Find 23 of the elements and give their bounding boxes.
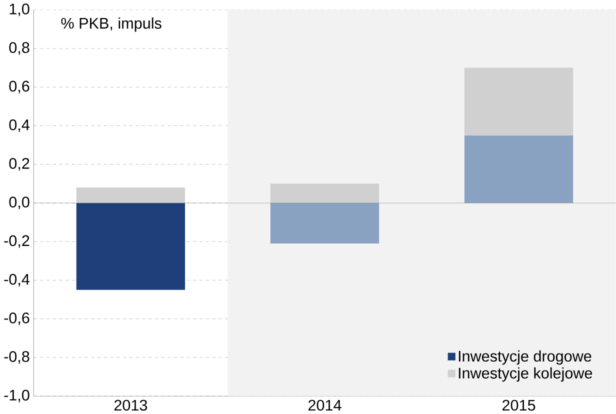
legend-label: Inwestycje drogowe [458,350,592,365]
bar [76,202,186,290]
bar [270,184,380,203]
y-tick-label: -1,0 [4,390,30,402]
y-tick-label: 0,0 [9,196,30,210]
y-tick-label: 0,4 [9,119,30,132]
bar [464,68,574,136]
x-tick-label: 2015 [502,400,536,411]
y-tick-label: -0,6 [4,312,30,326]
y-tick-label: -0,2 [4,235,30,248]
y-tick-label: 0,6 [9,80,30,94]
y-tick-label: 0,8 [9,42,30,55]
bar [464,135,574,203]
x-tick-label: 2013 [114,400,148,411]
x-tick-label: 2014 [308,400,342,411]
y-tick-label: -0,4 [4,274,30,286]
bar [76,187,186,203]
y-tick-label: 0,2 [9,158,30,171]
y-tick-label: -0,8 [4,351,30,364]
legend-label: Inwestycje kolejowe [458,367,592,382]
bar [270,202,380,244]
y-tick-label: 1,0 [10,3,30,16]
annotation: % PKB, impuls [61,17,162,32]
